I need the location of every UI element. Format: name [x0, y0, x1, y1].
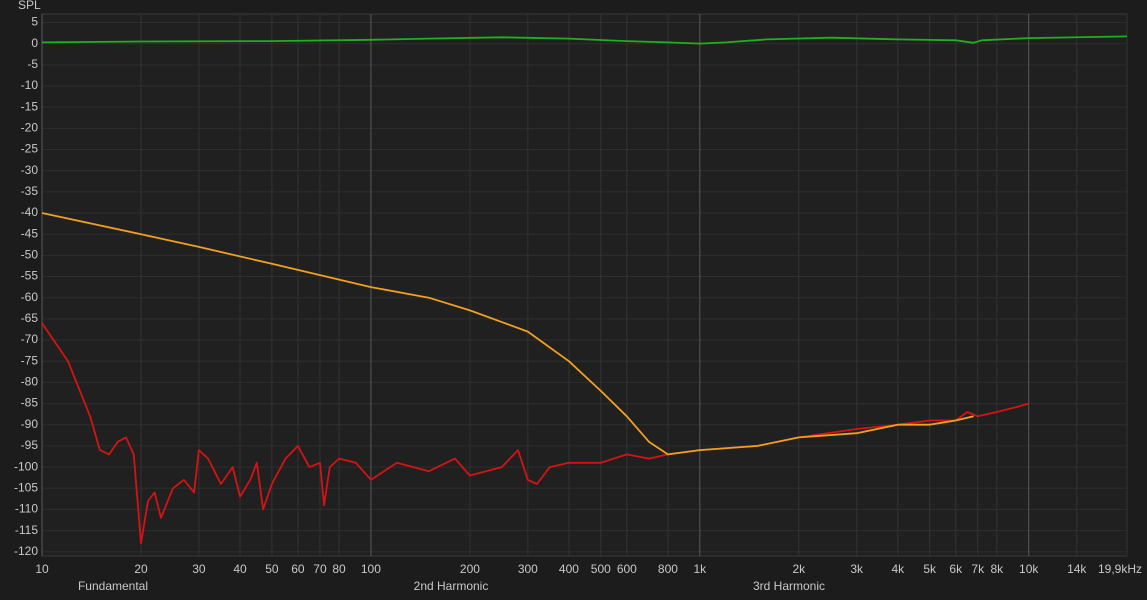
y-tick-label: -60 — [21, 290, 39, 304]
y-tick-label: -50 — [21, 248, 39, 262]
y-tick-label: -55 — [21, 269, 39, 283]
x-tick-label: 1k — [693, 562, 707, 576]
y-tick-label: -80 — [21, 375, 39, 389]
y-tick-label: -90 — [21, 417, 39, 431]
y-axis-label: SPL — [18, 0, 41, 12]
y-tick-label: -105 — [14, 480, 38, 494]
x-tick-label: 100 — [361, 562, 381, 576]
x-tick-label: 4k — [891, 562, 905, 576]
x-tick-label: 2k — [792, 562, 806, 576]
x-tick-label: 800 — [658, 562, 678, 576]
legend-entry: 3rd Harmonic — [753, 579, 825, 593]
y-tick-label: -65 — [21, 311, 39, 325]
x-tick-label: 80 — [332, 562, 346, 576]
x-tick-label: 20 — [134, 562, 148, 576]
y-tick-label: -15 — [21, 99, 39, 113]
x-tick-label: 19,9kHz — [1098, 562, 1142, 576]
x-tick-label: 14k — [1067, 562, 1087, 576]
x-tick-label: 7k — [971, 562, 985, 576]
y-tick-label: 0 — [31, 36, 38, 50]
x-tick-label: 30 — [192, 562, 206, 576]
x-tick-label: 200 — [460, 562, 480, 576]
y-tick-label: 5 — [31, 15, 38, 29]
y-tick-label: -35 — [21, 184, 39, 198]
x-tick-label: 3k — [850, 562, 864, 576]
legend-entry: 2nd Harmonic — [414, 579, 489, 593]
y-tick-label: -110 — [15, 502, 38, 516]
y-tick-label: -20 — [21, 121, 39, 135]
x-tick-label: 6k — [949, 562, 963, 576]
x-tick-label: 300 — [518, 562, 538, 576]
x-tick-label: 8k — [990, 562, 1004, 576]
x-tick-label: 60 — [291, 562, 305, 576]
x-tick-label: 10k — [1019, 562, 1039, 576]
y-tick-label: -100 — [14, 459, 38, 473]
y-tick-label: -75 — [21, 353, 39, 367]
x-tick-label: 10 — [35, 562, 49, 576]
y-tick-label: -85 — [21, 396, 39, 410]
y-tick-label: -120 — [14, 544, 38, 558]
x-tick-label: 70 — [313, 562, 327, 576]
x-tick-label: 600 — [617, 562, 637, 576]
series-line — [41, 212, 974, 456]
y-tick-label: -70 — [21, 332, 39, 346]
y-tick-label: -10 — [21, 78, 39, 92]
series-line — [41, 35, 1128, 45]
y-tick-label: -25 — [21, 142, 39, 156]
x-tick-label: 5k — [923, 562, 937, 576]
plot-area — [41, 13, 1128, 557]
y-tick-label: -30 — [21, 163, 39, 177]
y-tick-label: -115 — [15, 523, 38, 537]
x-tick-label: 40 — [233, 562, 247, 576]
y-tick-label: -45 — [21, 226, 39, 240]
x-tick-label: 400 — [559, 562, 579, 576]
y-tick-label: -5 — [27, 57, 38, 71]
x-tick-label: 50 — [265, 562, 279, 576]
legend-entry: Fundamental — [78, 579, 148, 593]
x-tick-label: 500 — [591, 562, 611, 576]
y-tick-label: -95 — [21, 438, 39, 452]
y-tick-label: -40 — [21, 205, 39, 219]
